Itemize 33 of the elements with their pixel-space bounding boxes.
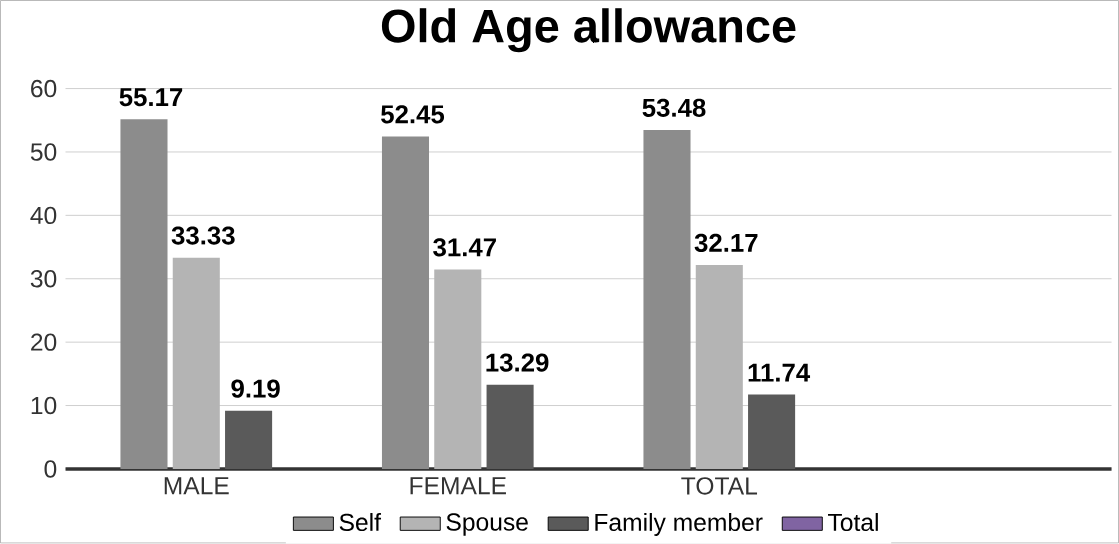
x-tick-label: FEMALE	[410, 477, 506, 495]
data-label: 52.45	[381, 105, 445, 124]
bar	[381, 136, 430, 470]
bar	[643, 130, 691, 470]
x-tick-label: TOTAL	[681, 477, 758, 495]
y-tick-label: 30	[30, 270, 57, 288]
bar	[486, 384, 534, 470]
bar	[225, 410, 273, 470]
y-tick-label: 60	[31, 79, 57, 98]
y-tick-label: 50	[30, 143, 57, 161]
data-label: 33.33	[171, 226, 235, 245]
y-tick-label: 20	[31, 333, 57, 351]
data-label: 11.74	[748, 363, 811, 382]
data-label: 32.17	[694, 233, 758, 253]
bar	[434, 269, 482, 470]
bar	[695, 265, 743, 470]
x-tick-label: MALE	[164, 477, 229, 495]
bar	[120, 119, 168, 470]
data-label: 31.47	[433, 238, 496, 257]
bar	[748, 394, 796, 470]
chart-title: Old Age allowance	[381, 8, 796, 53]
data-label: 53.48	[642, 98, 706, 118]
y-tick-label: 40	[30, 206, 57, 225]
data-label: 55.17	[119, 88, 183, 107]
y-tick-label: 0	[44, 460, 57, 478]
legend-label: Total	[828, 513, 878, 532]
legend-label: Spouse	[446, 513, 528, 536]
legend-label: Self	[339, 513, 382, 532]
legend-label: Family member	[595, 513, 763, 537]
bar	[172, 257, 220, 470]
y-tick-label: 10	[31, 396, 57, 415]
data-label: 9.19	[231, 379, 280, 398]
data-label: 13.29	[486, 353, 549, 372]
